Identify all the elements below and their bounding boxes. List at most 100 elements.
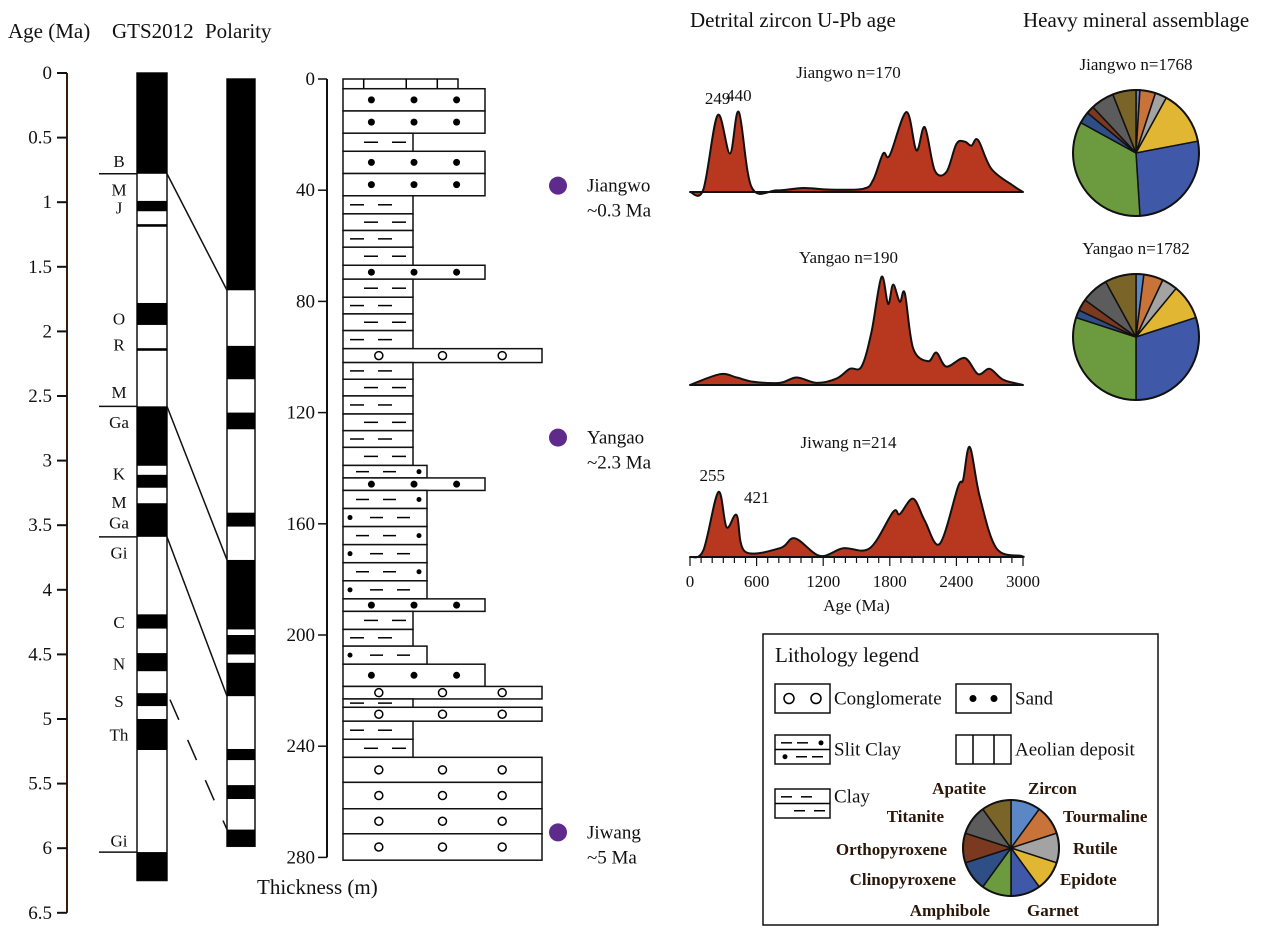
legend-label: Conglomerate	[834, 689, 942, 710]
legend-item-aeolian: Aeolian deposit	[955, 734, 1136, 765]
age-x-tick-label: 600	[744, 572, 770, 591]
legend-item-conglomerate: Conglomerate	[774, 683, 942, 714]
age-tick-label: 5	[43, 709, 53, 730]
legend-mineral-label: Clinopyroxene	[850, 870, 957, 889]
sand-dot-pattern	[367, 601, 375, 609]
age-x-tick-label: 3000	[1006, 572, 1040, 591]
gts-chron-label: M	[111, 180, 126, 199]
siltclay-dot-pattern	[416, 469, 422, 475]
thickness-tick-label: 120	[287, 403, 316, 424]
pie-outline	[1072, 89, 1200, 217]
kde-curve	[689, 445, 1025, 559]
age-tick-label: 3.5	[28, 515, 52, 536]
siltclay-dot-pattern	[416, 569, 422, 575]
gts-chron-label: Gi	[111, 831, 128, 850]
legend-mineral-label: Titanite	[887, 807, 945, 826]
kde-series-title: Yangao n=190	[799, 248, 898, 267]
polarity-column	[226, 78, 256, 848]
age-tick-label: 5.5	[28, 774, 52, 795]
gts-normal-chron	[137, 503, 167, 537]
layer-box	[342, 78, 459, 90]
conglomerate-symbol	[783, 692, 795, 705]
sand-dot-pattern	[453, 158, 461, 166]
silt-dot-symbol	[782, 754, 788, 760]
age-tick-label: 2	[43, 321, 53, 342]
sand-dot-pattern	[367, 671, 375, 679]
sand-dot-pattern	[367, 158, 375, 166]
lithology-layer-clay	[342, 246, 414, 267]
legend-label: Sand	[1015, 689, 1054, 710]
sample-marker-icon	[549, 428, 567, 447]
legend-swatch	[955, 683, 1012, 714]
pie-chart-1: Yangao n=1782	[1072, 239, 1200, 401]
polarity-normal-zone	[227, 829, 255, 847]
legend-mineral-label: Tourmaline	[1063, 807, 1148, 826]
gts-normal-chron	[137, 852, 167, 881]
age-axis: 0 0.5 1 1.5 2 2.5 3 3.5 4 4.5 5 5.5 6 6.5	[28, 63, 68, 924]
lithology-layer-conglomerate	[342, 756, 543, 784]
sand-dot-pattern	[410, 268, 418, 276]
thickness-axis: 0 40 80 120 160 200 240 280	[287, 69, 328, 868]
gts-normal-chron	[137, 653, 167, 672]
pie-chart-0: Jiangwo n=1768	[1072, 55, 1200, 217]
lithology-layer-clay	[342, 610, 414, 631]
thickness-tick-label: 0	[306, 69, 316, 90]
kde-series-title: Jiwang n=214	[801, 433, 897, 452]
sand-dot-pattern	[410, 671, 418, 679]
thickness-tick-label: 200	[287, 625, 316, 646]
lithology-layer-clay	[342, 313, 414, 332]
legend-label: Slit Clay	[834, 740, 902, 761]
legend-item-clay: Clay	[774, 787, 870, 819]
conglomerate-pebble-pattern	[374, 842, 384, 852]
age-x-tick-label: 2400	[939, 572, 973, 591]
thickness-tick-label: 80	[296, 291, 315, 312]
age-tick-label: 1	[43, 192, 53, 213]
gts-chron-label: K	[113, 465, 126, 484]
lithology-column	[342, 78, 543, 861]
siltclay-dot-pattern	[347, 515, 353, 521]
gts-normal-chron	[137, 200, 167, 212]
legend-mineral-pie	[962, 799, 1060, 897]
sample-name: Jiangwo	[587, 176, 650, 197]
conglomerate-pebble-pattern	[437, 765, 448, 775]
age-tick-label: 0.5	[28, 128, 52, 149]
gts-chron-label: C	[113, 613, 124, 632]
lithology-layer-conglomerate	[342, 833, 543, 861]
sample-age: ~5 Ma	[587, 847, 637, 868]
sand-dot-pattern	[453, 480, 461, 488]
sand-dot-pattern	[367, 181, 375, 189]
gts-chron-label: S	[114, 692, 123, 711]
sand-dot-pattern	[410, 480, 418, 488]
kde-series-2: Jiwang n=214 255 421	[689, 433, 1025, 559]
header-age: Age (Ma)	[8, 19, 90, 43]
kde-curve	[689, 275, 1024, 386]
conglomerate-pebble-pattern	[497, 709, 507, 719]
age-tick-label: 4.5	[28, 644, 52, 665]
gts-chron-label: Ga	[109, 413, 129, 432]
header-gts: GTS2012	[112, 19, 194, 43]
sand-symbol	[990, 695, 998, 702]
conglomerate-pebble-pattern	[374, 816, 384, 827]
conglomerate-pebble-pattern	[374, 765, 384, 775]
header-polarity: Polarity	[205, 19, 272, 43]
gts-normal-chron	[137, 224, 167, 227]
gts-normal-chron	[137, 719, 167, 751]
polarity-normal-zone	[227, 345, 255, 380]
legend-mineral-label: Amphibole	[910, 901, 991, 920]
sample-marker-icon	[549, 823, 567, 842]
sand-dot-pattern	[453, 96, 461, 104]
gts-chron-label: M	[111, 383, 126, 402]
age-tick-label: 4	[43, 580, 53, 601]
sample-age: ~2.3 Ma	[587, 453, 652, 474]
lithology-layer-clay	[342, 446, 414, 467]
kde-peak-label: 249	[705, 89, 731, 108]
lithology-layer-sand	[342, 110, 486, 134]
correlation-line	[166, 536, 228, 697]
legend-mineral-label: Orthopyroxene	[836, 840, 948, 859]
sample-markers: Jiangwo ~0.3 Ma Yangao ~2.3 Ma Jiwang ~5 Ma	[549, 176, 652, 868]
sand-dot-pattern	[367, 96, 375, 104]
